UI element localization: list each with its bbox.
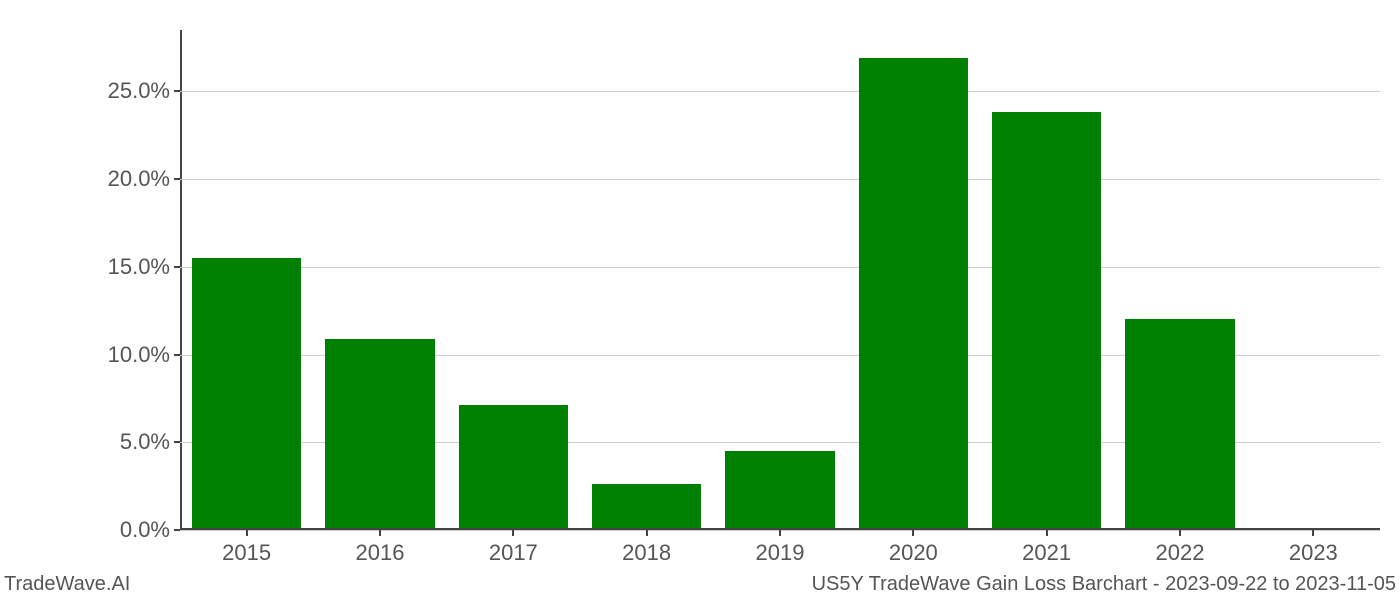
y-axis-line <box>180 30 182 530</box>
bar <box>725 451 834 528</box>
x-tick-mark <box>512 530 514 536</box>
y-tick-label: 0.0% <box>20 517 170 543</box>
x-tick-mark <box>1312 530 1314 536</box>
x-tick-mark <box>779 530 781 536</box>
y-tick-label: 10.0% <box>20 342 170 368</box>
bar-chart <box>180 30 1380 530</box>
y-tick-mark <box>174 266 180 268</box>
x-tick-label: 2018 <box>622 540 671 566</box>
gridline <box>180 91 1380 92</box>
y-tick-mark <box>174 178 180 180</box>
y-tick-mark <box>174 90 180 92</box>
x-tick-label: 2020 <box>889 540 938 566</box>
plot-area <box>180 30 1380 530</box>
y-tick-label: 25.0% <box>20 78 170 104</box>
y-tick-label: 20.0% <box>20 166 170 192</box>
y-tick-mark <box>174 441 180 443</box>
x-tick-label: 2022 <box>1156 540 1205 566</box>
gridline <box>180 179 1380 180</box>
bar <box>1125 319 1234 528</box>
x-tick-label: 2017 <box>489 540 538 566</box>
x-tick-mark <box>1046 530 1048 536</box>
y-tick-label: 15.0% <box>20 254 170 280</box>
bar <box>325 339 434 528</box>
x-tick-mark <box>246 530 248 536</box>
y-tick-mark <box>174 529 180 531</box>
x-tick-label: 2023 <box>1289 540 1338 566</box>
bar <box>859 58 968 528</box>
x-tick-mark <box>646 530 648 536</box>
gridline <box>180 267 1380 268</box>
x-tick-label: 2015 <box>222 540 271 566</box>
bar <box>592 484 701 528</box>
x-tick-mark <box>379 530 381 536</box>
bar <box>992 112 1101 528</box>
x-tick-label: 2019 <box>756 540 805 566</box>
bar <box>459 405 568 528</box>
x-tick-mark <box>912 530 914 536</box>
x-tick-label: 2021 <box>1022 540 1071 566</box>
x-tick-mark <box>1179 530 1181 536</box>
y-tick-mark <box>174 354 180 356</box>
x-tick-label: 2016 <box>356 540 405 566</box>
y-tick-label: 5.0% <box>20 429 170 455</box>
footer-left-text: TradeWave.AI <box>4 573 130 596</box>
footer-right-text: US5Y TradeWave Gain Loss Barchart - 2023… <box>812 573 1396 596</box>
bar <box>192 258 301 528</box>
